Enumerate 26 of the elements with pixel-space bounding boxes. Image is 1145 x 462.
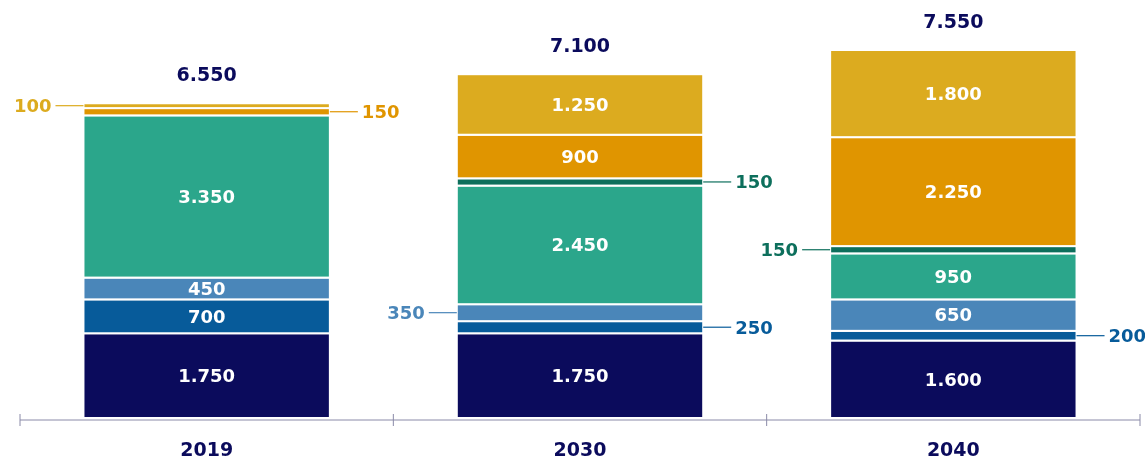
data-label: 100 — [13, 94, 52, 116]
data-label: 150 — [361, 101, 400, 123]
x-tick-label: 2019 — [180, 438, 234, 460]
text: 7.550 — [923, 10, 984, 32]
data-label: 1.750 — [551, 364, 609, 386]
data-label: 350 — [387, 301, 425, 323]
data-label: 150 — [735, 171, 773, 193]
data-label: 3.350 — [178, 185, 236, 207]
data-label: 450 — [187, 277, 226, 299]
x-tick-label: 2040 — [926, 438, 980, 460]
data-label: 1.250 — [551, 93, 609, 115]
annotation: 7.100 — [549, 34, 611, 57]
annotation: 6.550 — [176, 63, 237, 86]
data-label: 2.250 — [924, 180, 982, 202]
data-label: 1.750 — [178, 364, 236, 386]
data-label: 200 — [1108, 324, 1145, 346]
data-label: 250 — [735, 316, 773, 338]
data-label: 650 — [934, 304, 973, 326]
data-label: 700 — [187, 305, 226, 327]
data-label: 150 — [760, 239, 799, 261]
x-tick-label: 2030 — [553, 438, 607, 460]
data-label: 900 — [561, 145, 599, 167]
data-label: 1.600 — [924, 368, 982, 390]
data-label: 950 — [934, 265, 973, 287]
data-label: 2.450 — [551, 234, 609, 256]
data-label: 1.800 — [924, 82, 982, 104]
